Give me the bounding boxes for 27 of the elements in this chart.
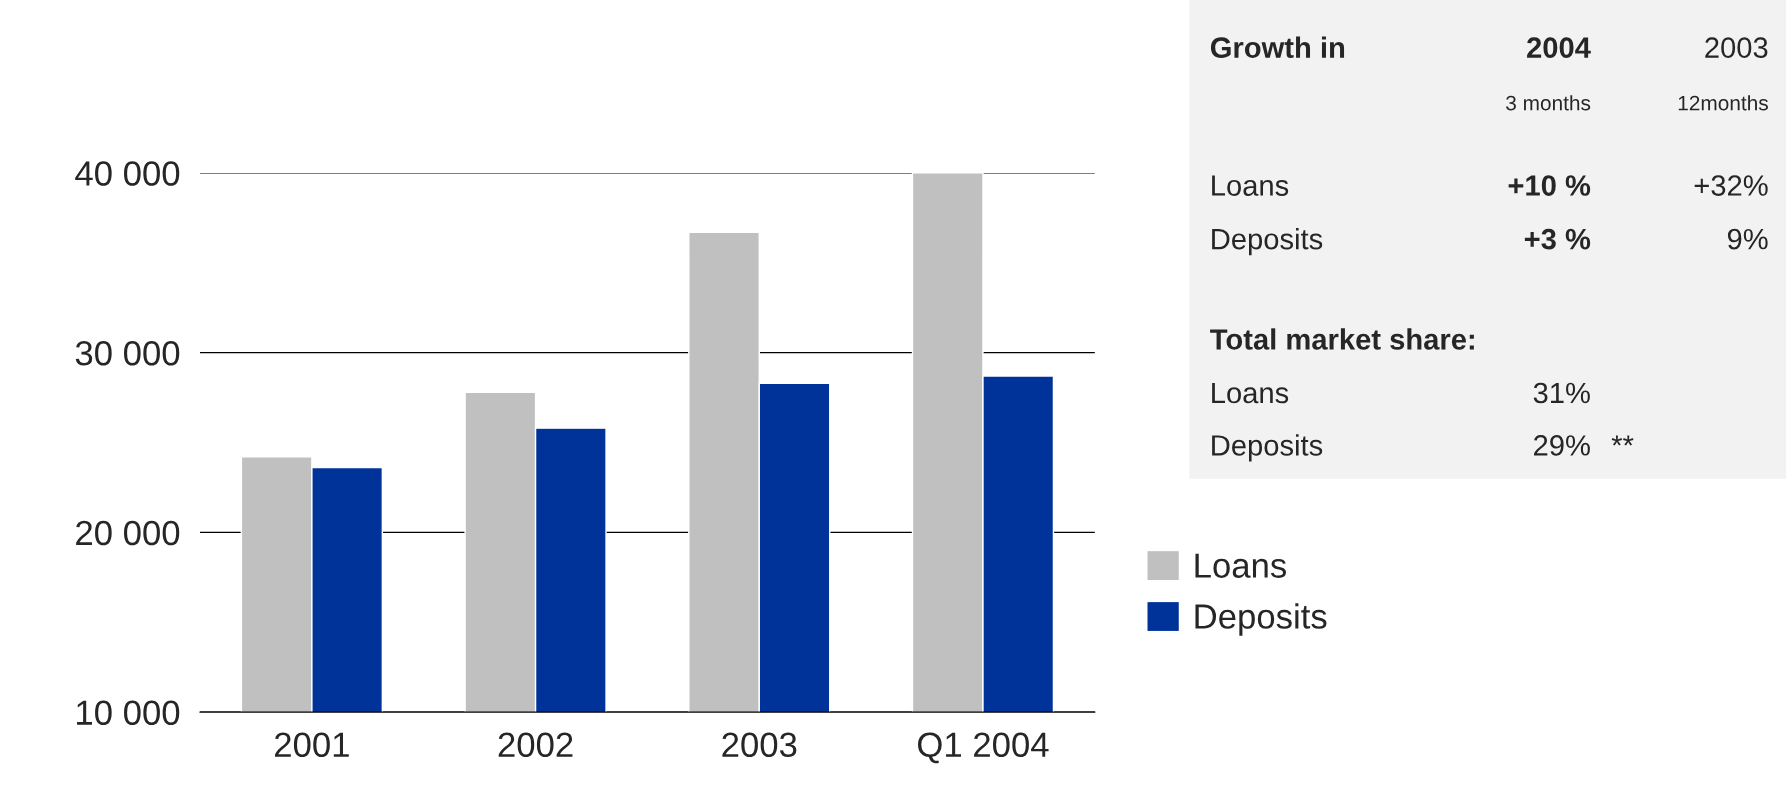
text: Loans: [1212, 382, 1289, 404]
text: Growth in: [1210, 36, 1345, 58]
legend-label: Deposits: [1195, 603, 1327, 636]
legend-label: Loans: [1195, 553, 1286, 578]
x-tick-label: Q1 2004: [918, 732, 1049, 764]
y-tick-label: 30 000: [75, 340, 180, 366]
text: Loans: [1212, 175, 1289, 196]
text: 2004: [1527, 37, 1591, 58]
y-tick-label: 40 000: [75, 161, 180, 186]
text: +10 %: [1508, 175, 1591, 196]
x-tick-label: 2001: [275, 732, 349, 758]
text: Total market share:: [1210, 328, 1474, 350]
text: +32%: [1694, 175, 1768, 196]
text: 3 months: [1506, 95, 1591, 111]
text: 12months: [1678, 95, 1768, 111]
x-tick-label: 2002: [498, 732, 573, 758]
text: Deposits: [1212, 434, 1323, 462]
text: **: [1611, 435, 1634, 446]
text: +3 %: [1524, 228, 1591, 250]
text: 29%: [1534, 435, 1590, 456]
text: 9%: [1727, 228, 1768, 250]
x-tick-label: 2003: [722, 732, 797, 758]
text: Deposits: [1212, 228, 1323, 256]
text: 31%: [1533, 382, 1590, 404]
y-tick-label: 10 000: [77, 700, 180, 726]
y-tick-label: 20 000: [76, 520, 180, 546]
text: 2003: [1705, 37, 1768, 58]
